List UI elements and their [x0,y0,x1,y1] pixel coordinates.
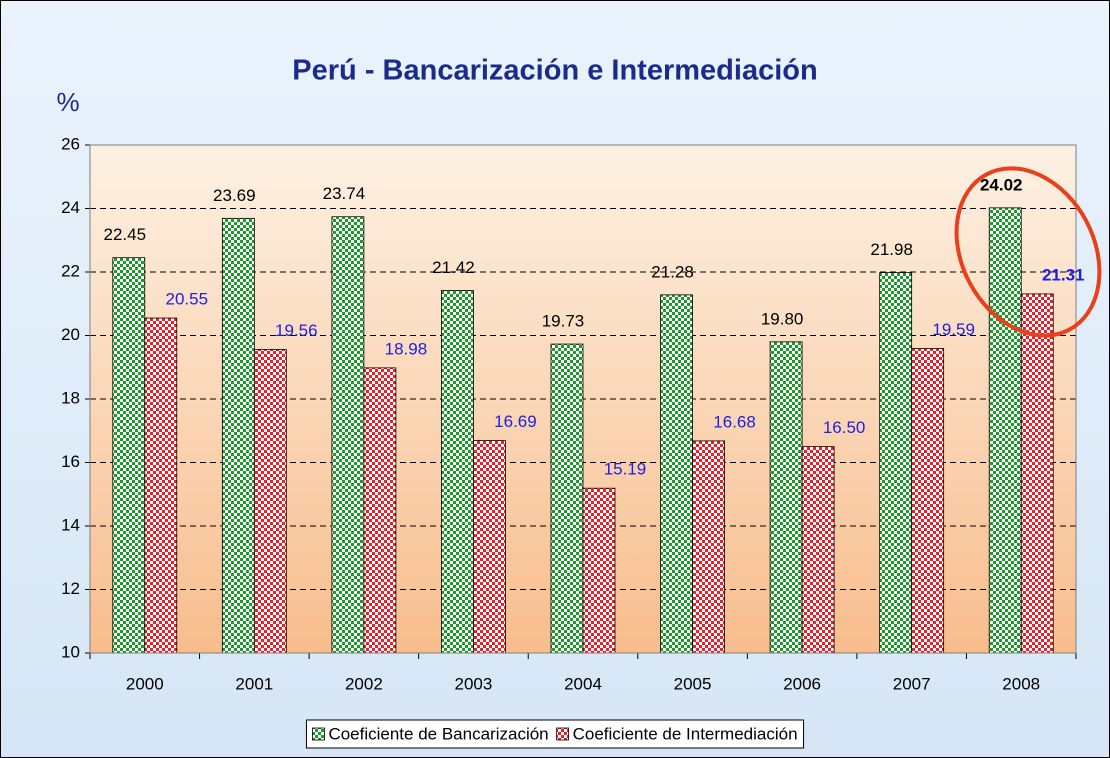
legend-box [305,719,805,749]
data-label: 18.98 [385,339,428,358]
data-label: 22.45 [104,225,147,244]
data-label: 20.55 [166,290,209,309]
bar [331,216,365,654]
legend-swatch [556,727,570,741]
x-tick-label: 2007 [893,674,931,693]
data-label: 23.74 [323,184,366,203]
data-label: 23.69 [213,186,256,205]
data-label: 19.59 [932,320,975,339]
bar [550,343,584,654]
bar [801,446,835,654]
y-axis-label: % [56,87,79,117]
data-label: 21.98 [870,240,913,259]
bar [473,440,506,654]
y-tick-label: 18 [61,388,80,407]
legend-label: Coeficiente de Bancarización [328,724,548,743]
y-tick-label: 24 [61,198,80,217]
bar [221,217,255,654]
legend-label: Coeficiente de Intermediación [573,724,798,743]
x-tick-label: 2006 [783,674,821,693]
data-label: 16.69 [494,412,537,431]
bar [363,367,397,654]
x-tick-label: 2005 [674,674,712,693]
bar [144,317,178,654]
bar [441,290,474,654]
bar [660,294,693,654]
x-tick-label: 2002 [345,674,383,693]
y-tick-label: 20 [61,325,80,344]
y-tick-label: 10 [61,642,80,661]
plot-border [89,144,1077,654]
data-label: 19.80 [761,309,804,328]
y-tick-label: 16 [61,452,80,471]
data-label: 21.28 [651,262,694,281]
bar [582,487,616,654]
bar [769,341,803,654]
x-tick-label: 2004 [564,674,602,693]
data-label: 21.42 [432,258,475,277]
highlight-ellipse [954,166,1102,338]
data-label: 24.02 [980,175,1023,194]
data-label: 21.31 [1042,265,1085,284]
x-tick-label: 2008 [1002,674,1040,693]
bar [112,257,146,654]
data-label: 16.50 [823,418,866,437]
bar [1020,293,1054,654]
legend: Coeficiente de Bancarización Coeficiente … [305,719,805,749]
bar [988,207,1022,654]
y-tick-label: 12 [61,579,80,598]
bar [911,348,945,654]
legend-swatch [312,727,325,741]
y-tick-label: 26 [61,134,80,153]
chart-title: Perú - Bancarización e Intermediación [292,55,817,87]
bar [253,349,287,654]
bar [879,272,913,654]
data-label: 19.56 [275,321,318,340]
x-tick-label: 2001 [235,674,273,693]
data-label: 16.68 [713,412,756,431]
x-tick-label: 2003 [455,674,493,693]
data-label: 19.73 [542,312,585,331]
bar [692,440,725,654]
y-tick-label: 22 [61,261,80,280]
y-tick-label: 14 [61,515,80,534]
data-label: 15.19 [604,460,647,479]
x-tick-label: 2000 [126,674,164,693]
